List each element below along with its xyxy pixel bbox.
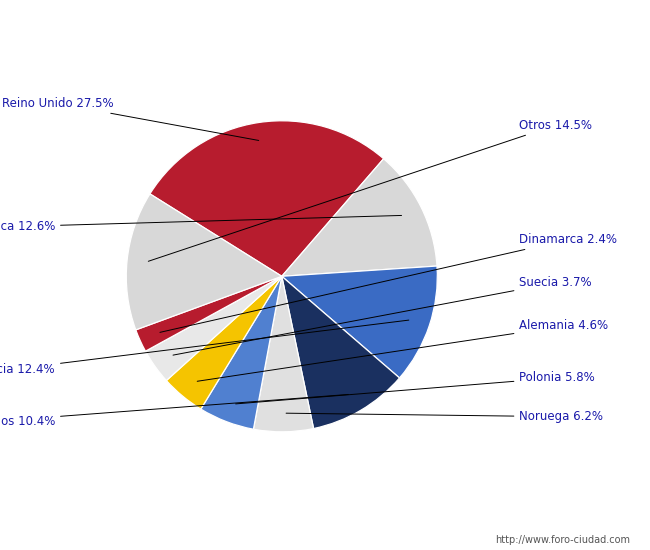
Text: Francia 12.4%: Francia 12.4%: [0, 320, 409, 376]
Text: Suecia 3.7%: Suecia 3.7%: [173, 276, 592, 355]
Wedge shape: [282, 266, 437, 378]
Text: Polonia 5.8%: Polonia 5.8%: [236, 371, 595, 404]
Text: Otros 14.5%: Otros 14.5%: [148, 119, 592, 261]
Wedge shape: [254, 276, 313, 432]
Wedge shape: [136, 276, 282, 351]
Wedge shape: [201, 276, 282, 429]
Text: Reino Unido 27.5%: Reino Unido 27.5%: [2, 97, 259, 140]
Wedge shape: [146, 276, 282, 381]
Wedge shape: [126, 194, 282, 330]
Text: http://www.foro-ciudad.com: http://www.foro-ciudad.com: [495, 535, 630, 544]
Wedge shape: [282, 276, 400, 428]
Wedge shape: [166, 276, 282, 409]
Text: Alemania 4.6%: Alemania 4.6%: [197, 320, 608, 381]
Wedge shape: [282, 159, 437, 276]
Text: Dinamarca 2.4%: Dinamarca 2.4%: [160, 233, 618, 332]
Text: Noruega 6.2%: Noruega 6.2%: [286, 410, 603, 423]
Text: Bélgica 12.6%: Bélgica 12.6%: [0, 216, 402, 233]
Text: Callosa d'en Sarrià - Turistas extranjeros según país - Julio de 2024: Callosa d'en Sarrià - Turistas extranjer…: [94, 15, 556, 30]
Text: Países Bajos 10.4%: Países Bajos 10.4%: [0, 394, 348, 427]
Wedge shape: [150, 121, 384, 276]
